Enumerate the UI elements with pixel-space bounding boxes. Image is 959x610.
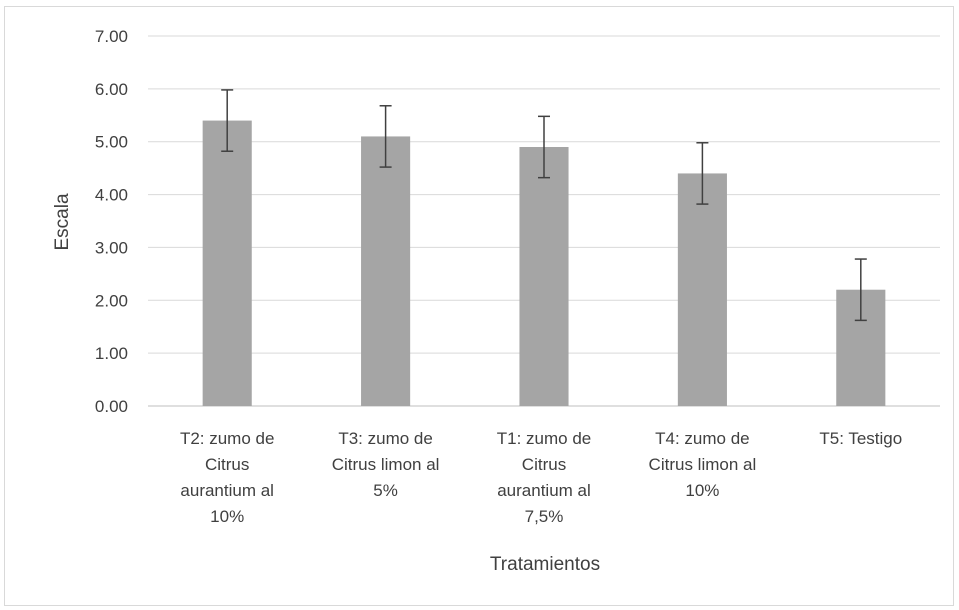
bar — [361, 136, 411, 406]
y-tick-label: 4.00 — [95, 186, 128, 205]
y-tick-label: 3.00 — [95, 238, 128, 257]
x-category-label: T1: zumo de Citrus aurantium al 7,5% — [497, 429, 592, 526]
y-tick-label: 7.00 — [95, 27, 128, 46]
x-axis-title: Tratamientos — [490, 554, 600, 575]
error-bar — [538, 115, 550, 179]
bar — [677, 173, 727, 406]
y-tick-label: 5.00 — [95, 133, 128, 152]
x-category-label: T3: zumo de Citrus limon al 5% — [332, 429, 440, 500]
chart-frame — [4, 6, 954, 606]
y-tick-label: 6.00 — [95, 80, 128, 99]
y-axis-title: Escala — [52, 193, 73, 250]
x-category-label: T5: Testigo — [819, 429, 902, 448]
y-tick-labels: 0.00 1.00 2.00 3.00 4.00 5.00 6.00 7.00 — [95, 27, 128, 416]
y-tick-label: 1.00 — [95, 344, 128, 363]
error-bar — [696, 142, 709, 205]
y-tick-label: 2.00 — [95, 291, 128, 310]
error-bars — [221, 89, 867, 322]
y-tick-label: 0.00 — [95, 397, 128, 416]
bars — [202, 120, 886, 407]
bar — [519, 147, 569, 406]
x-category-labels: T2: zumo de Citrus aurantium al 10% T3: zumo… — [180, 429, 902, 526]
x-category-label: T4: zumo de Citrus limon al 10% — [649, 429, 757, 500]
x-category-label: T2: zumo de Citrus aurantium al 10% — [180, 429, 275, 526]
error-bar — [221, 89, 234, 152]
error-bar — [379, 105, 392, 168]
bar — [202, 120, 252, 407]
error-bar — [854, 258, 867, 322]
